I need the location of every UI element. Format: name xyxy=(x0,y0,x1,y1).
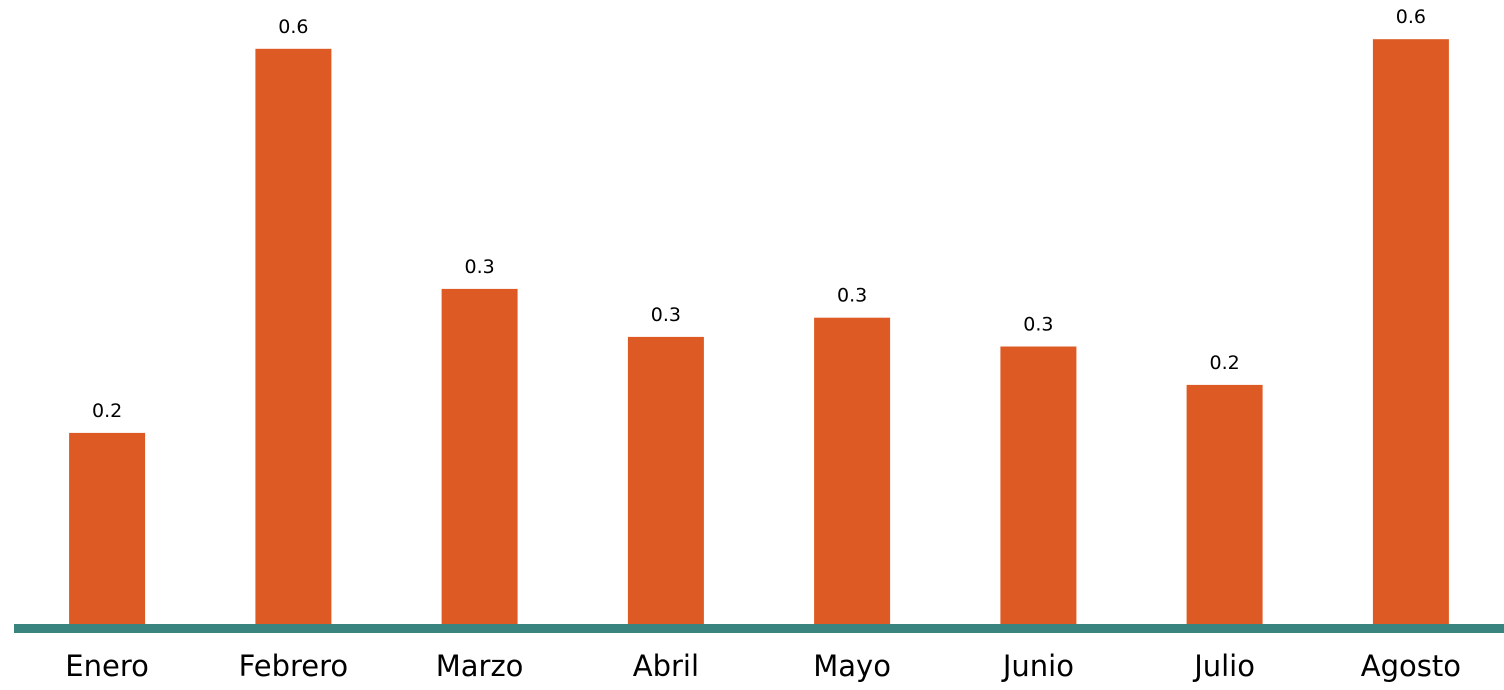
bar-agosto xyxy=(1372,39,1449,625)
category-label-julio: Julio xyxy=(1192,649,1255,683)
bar-febrero xyxy=(255,48,332,626)
value-label-abril: 0.3 xyxy=(651,304,681,326)
value-label-febrero: 0.6 xyxy=(278,16,308,38)
category-label-enero: Enero xyxy=(65,649,149,683)
bar-abril xyxy=(627,336,704,625)
value-label-julio: 0.2 xyxy=(1209,352,1239,374)
category-label-agosto: Agosto xyxy=(1361,649,1461,683)
bars-group xyxy=(69,39,1449,626)
value-label-agosto: 0.6 xyxy=(1396,6,1426,28)
category-label-abril: Abril xyxy=(633,649,699,683)
category-label-mayo: Mayo xyxy=(813,649,891,683)
bar-junio xyxy=(1000,346,1077,625)
bar-mayo xyxy=(814,317,891,625)
category-labels-group: Enero Febrero Marzo Abril Mayo Junio Julio Agos… xyxy=(65,649,1461,683)
bar-enero xyxy=(69,432,146,625)
category-label-marzo: Marzo xyxy=(436,649,524,683)
bar-julio xyxy=(1186,384,1263,625)
value-label-mayo: 0.3 xyxy=(837,285,867,307)
value-label-junio: 0.3 xyxy=(1023,314,1053,336)
value-labels-group: 0.2 0.6 0.3 0.3 0.3 0.3 0.2 0.6 xyxy=(92,6,1426,422)
category-label-junio: Junio xyxy=(1001,649,1074,683)
value-label-marzo: 0.3 xyxy=(464,256,494,278)
bar-marzo xyxy=(441,288,518,625)
category-label-febrero: Febrero xyxy=(239,649,349,683)
value-label-enero: 0.2 xyxy=(92,400,122,422)
